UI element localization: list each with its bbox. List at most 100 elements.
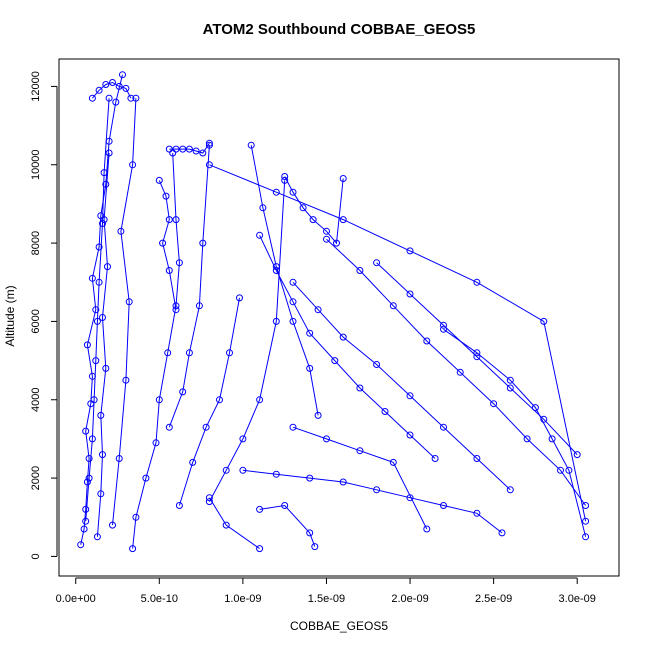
data-point [100, 169, 108, 177]
series-14 [440, 325, 590, 541]
data-point [99, 220, 106, 227]
x-tick-label: 1.5e-09 [308, 593, 345, 605]
data-point [281, 173, 289, 180]
data-point [406, 290, 414, 298]
series-line [443, 328, 587, 537]
data-point [129, 545, 137, 553]
data-point [99, 451, 106, 459]
data-point [199, 149, 207, 157]
data-point [557, 466, 564, 474]
series-line [292, 281, 511, 491]
data-point [152, 439, 160, 447]
data-point [155, 176, 163, 184]
data-point [125, 298, 133, 306]
data-point [490, 400, 498, 408]
data-point [102, 180, 110, 188]
series-18 [205, 494, 264, 553]
data-point [202, 423, 210, 431]
data-point [339, 216, 347, 224]
series-17 [256, 502, 319, 551]
x-tick-label: 1.0e-09 [224, 593, 261, 605]
data-point [85, 474, 93, 482]
data-point [272, 470, 280, 478]
data-point [323, 235, 330, 243]
data-point [289, 423, 297, 431]
data-point [256, 545, 264, 553]
data-point [323, 227, 330, 235]
data-point [119, 71, 126, 79]
data-point [85, 455, 93, 462]
data-point [272, 267, 280, 274]
data-point [109, 79, 116, 86]
x-tick-label: 0.0e+00 [56, 593, 96, 605]
data-point [165, 145, 173, 153]
data-point [531, 404, 539, 412]
data-point [100, 216, 108, 224]
data-point [159, 239, 167, 247]
series-line [168, 145, 210, 428]
y-tick-label: 12000 [30, 71, 42, 102]
data-point [381, 408, 389, 415]
series-line [169, 142, 210, 154]
y-axis-label: Altitude (m) [3, 285, 17, 346]
data-point [205, 139, 213, 147]
data-point [102, 364, 110, 372]
data-point [216, 396, 223, 404]
data-point [473, 509, 481, 517]
data-point [289, 298, 297, 306]
data-point [179, 145, 187, 153]
data-point [90, 396, 98, 404]
data-point [117, 227, 125, 235]
y-tick-label: 2000 [30, 466, 42, 490]
data-point [95, 278, 103, 286]
data-point [105, 149, 113, 157]
data-point [205, 141, 213, 149]
data-point [185, 145, 193, 153]
data-point [97, 411, 105, 419]
data-point [247, 141, 255, 149]
data-point [205, 161, 213, 169]
data-point [306, 474, 314, 482]
series-line [112, 98, 137, 526]
data-point [573, 451, 581, 459]
data-point [80, 525, 88, 533]
y-tick-label: 0 [30, 553, 42, 559]
series-4 [129, 149, 183, 553]
data-point [540, 317, 548, 325]
data-point [473, 455, 481, 462]
data-point [179, 388, 187, 396]
data-point [164, 349, 172, 357]
data-point [456, 368, 464, 376]
y-axis: 0 2000 4000 6000 8000 10000 12000 [30, 71, 58, 559]
x-axis: 0.0e+00 5.0e-10 1.0e-09 1.5e-09 2.0e-09 2.5e-… [56, 577, 596, 605]
data-point [306, 364, 314, 372]
data-point [256, 396, 264, 404]
data-point [311, 543, 319, 551]
series-11 [289, 278, 514, 494]
series-20 [88, 79, 135, 102]
data-point [82, 517, 90, 525]
series-5 [165, 141, 213, 431]
data-point [259, 204, 267, 212]
data-point [82, 505, 90, 513]
data-point [431, 455, 439, 462]
series-line [132, 152, 180, 549]
series-line [284, 176, 344, 245]
series-line [80, 74, 123, 545]
data-point [83, 478, 91, 486]
series-15 [239, 466, 506, 537]
data-point [115, 82, 123, 90]
series-line [92, 81, 132, 99]
series-16 [289, 423, 431, 533]
data-point [189, 458, 197, 466]
data-point [142, 474, 150, 482]
data-point [222, 521, 230, 529]
data-point [306, 529, 314, 537]
data-point [195, 302, 203, 310]
data-point [175, 259, 183, 267]
series-1 [82, 94, 113, 525]
data-point [199, 239, 207, 247]
x-axis-label: COBBAE_GEOS5 [290, 619, 388, 633]
